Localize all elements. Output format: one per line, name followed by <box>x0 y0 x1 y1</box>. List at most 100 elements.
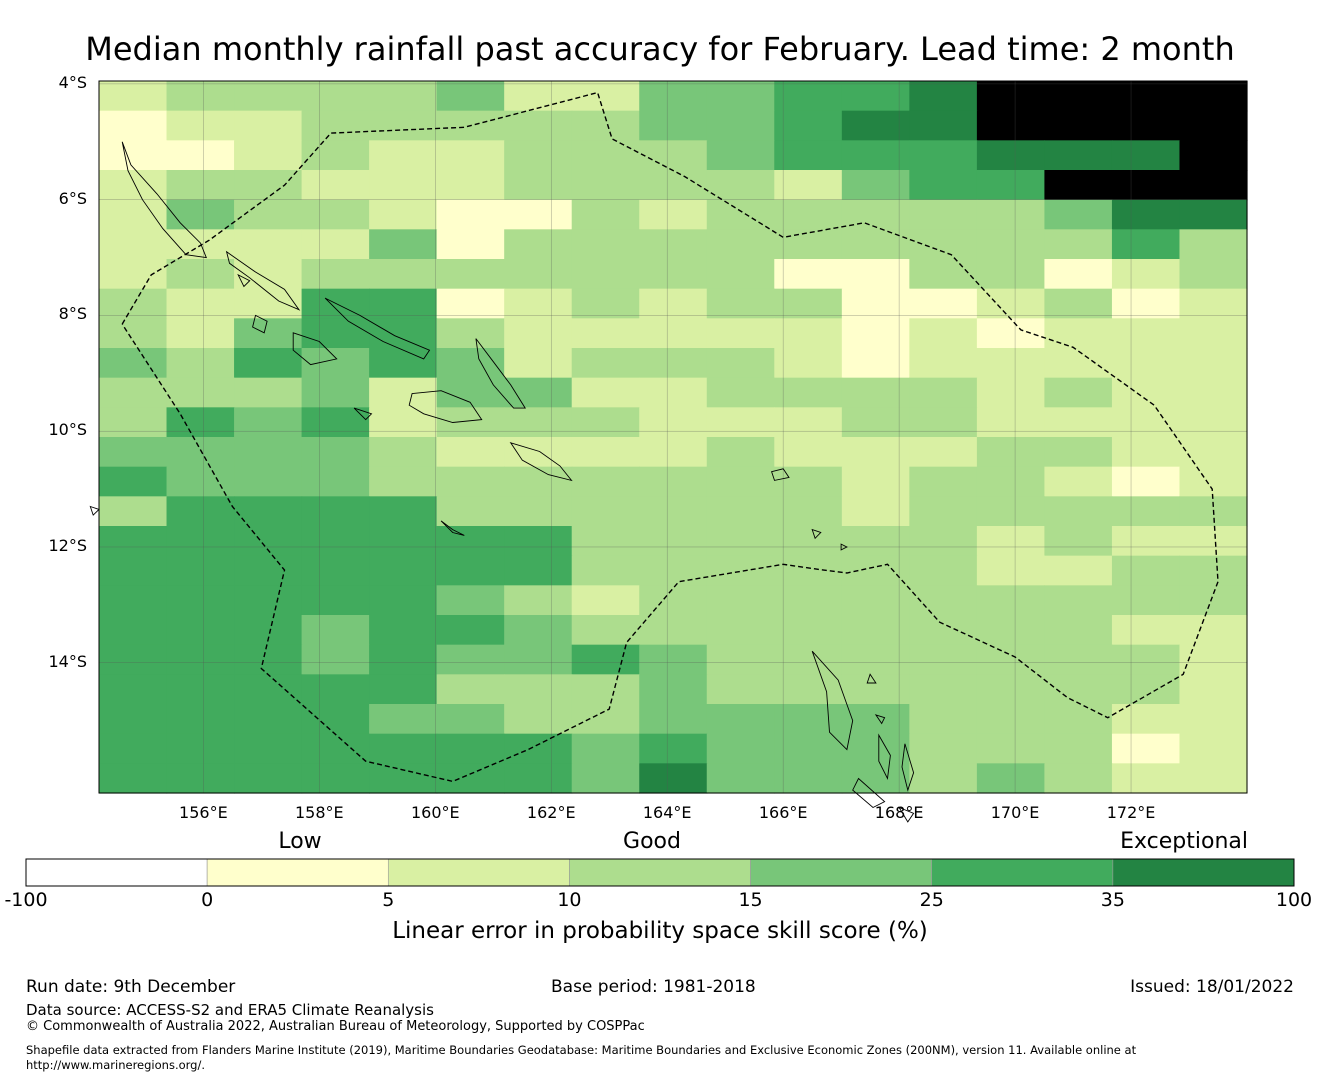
grid-cell <box>436 437 505 468</box>
grid-cell <box>1111 288 1181 319</box>
grid-cell <box>369 348 438 379</box>
grid-cell <box>909 407 978 438</box>
grid-cell <box>1111 763 1181 794</box>
grid-cell <box>706 288 775 319</box>
grid-cell <box>841 377 910 408</box>
grid-cell <box>639 704 708 735</box>
grid-cell <box>909 674 978 705</box>
grid-cell <box>436 170 505 201</box>
grid-cell <box>99 140 168 171</box>
eez-boundary <box>121 91 1219 783</box>
grid-cell <box>706 644 775 675</box>
grid-cell <box>774 437 843 468</box>
colorbar <box>25 858 1295 887</box>
grid-cell <box>369 644 438 675</box>
grid-cell <box>301 763 370 794</box>
island-coastline <box>509 442 573 482</box>
colorbar-tick: -100 <box>4 889 48 911</box>
colorbar-tick: 15 <box>738 889 763 911</box>
grid-cell <box>301 555 370 586</box>
grid-cell <box>369 763 438 794</box>
grid-cell <box>774 763 843 794</box>
longitude-label: 164°E <box>642 803 692 822</box>
grid-cell <box>706 585 775 616</box>
grid-cell <box>504 229 573 260</box>
grid-cell <box>1111 437 1181 468</box>
grid-cell <box>571 733 640 764</box>
grid-cell <box>909 526 978 557</box>
grid-cell <box>1044 437 1113 468</box>
colorbar-tick: 0 <box>201 889 214 911</box>
grid-cell <box>909 81 978 112</box>
grid-cell <box>909 110 978 141</box>
colorbar-segment <box>569 858 751 887</box>
grid-cell <box>301 229 370 260</box>
grid-cell <box>1179 170 1248 201</box>
grid-cell <box>369 555 438 586</box>
latitude-label: 4°S <box>58 72 87 92</box>
grid-cell <box>1111 229 1181 260</box>
grid-cell <box>436 407 505 438</box>
grid-cell <box>99 318 168 349</box>
grid-cell <box>436 229 505 260</box>
grid-cell <box>166 110 235 141</box>
grid-cell <box>774 585 843 616</box>
grid-cell <box>99 170 168 201</box>
grid-cell <box>841 585 910 616</box>
longitude-label: 160°E <box>410 803 460 822</box>
grid-cell <box>1179 466 1248 497</box>
colorbar-segment <box>931 858 1114 887</box>
coastlines <box>89 141 915 823</box>
grid-cell <box>166 496 235 527</box>
page-title: Median monthly rainfall past accuracy fo… <box>85 30 1235 68</box>
grid-cell <box>909 437 978 468</box>
grid-cell <box>976 377 1046 408</box>
grid-cell <box>369 229 438 260</box>
grid-cell <box>639 555 708 586</box>
grid-cell <box>639 318 708 349</box>
grid-cell <box>706 199 775 230</box>
grid-cell <box>369 199 438 230</box>
grid-cell <box>639 733 708 764</box>
grid-cell <box>234 644 303 675</box>
grid-cell <box>976 407 1046 438</box>
grid-cell <box>436 288 505 319</box>
grid-cell <box>504 763 573 794</box>
grid-cell <box>639 496 708 527</box>
grid-cell <box>841 555 910 586</box>
grid-cell <box>504 110 573 141</box>
grid-cell <box>234 259 303 290</box>
grid-cell <box>301 615 370 646</box>
grid-cell <box>166 288 235 319</box>
grid-cell <box>166 466 235 497</box>
grid-cell <box>1044 407 1113 438</box>
grid-cell <box>1044 704 1113 735</box>
grid-cell <box>639 466 708 497</box>
grid-cell <box>976 348 1046 379</box>
grid-cell <box>639 763 708 794</box>
grid-cell <box>234 704 303 735</box>
grid-cell <box>1111 615 1181 646</box>
colorbar-tick: 10 <box>557 889 582 911</box>
grid-cell <box>841 466 910 497</box>
grid-cell <box>99 377 168 408</box>
grid-cell <box>369 407 438 438</box>
grid-cell <box>841 704 910 735</box>
grid-cell <box>706 437 775 468</box>
grid-cell <box>571 466 640 497</box>
grid-cell <box>976 644 1046 675</box>
island-coastline <box>901 743 915 792</box>
grid-cell <box>369 704 438 735</box>
grid-cell <box>234 318 303 349</box>
grid-cell <box>369 615 438 646</box>
category-label: Good <box>623 829 681 854</box>
grid-cell <box>234 555 303 586</box>
grid-cell <box>774 140 843 171</box>
grid-cell <box>841 615 910 646</box>
grid-cell <box>639 259 708 290</box>
grid-cell <box>909 318 978 349</box>
grid-cell <box>99 437 168 468</box>
grid-cell <box>301 110 370 141</box>
grid-cell <box>504 199 573 230</box>
grid-cell <box>166 437 235 468</box>
